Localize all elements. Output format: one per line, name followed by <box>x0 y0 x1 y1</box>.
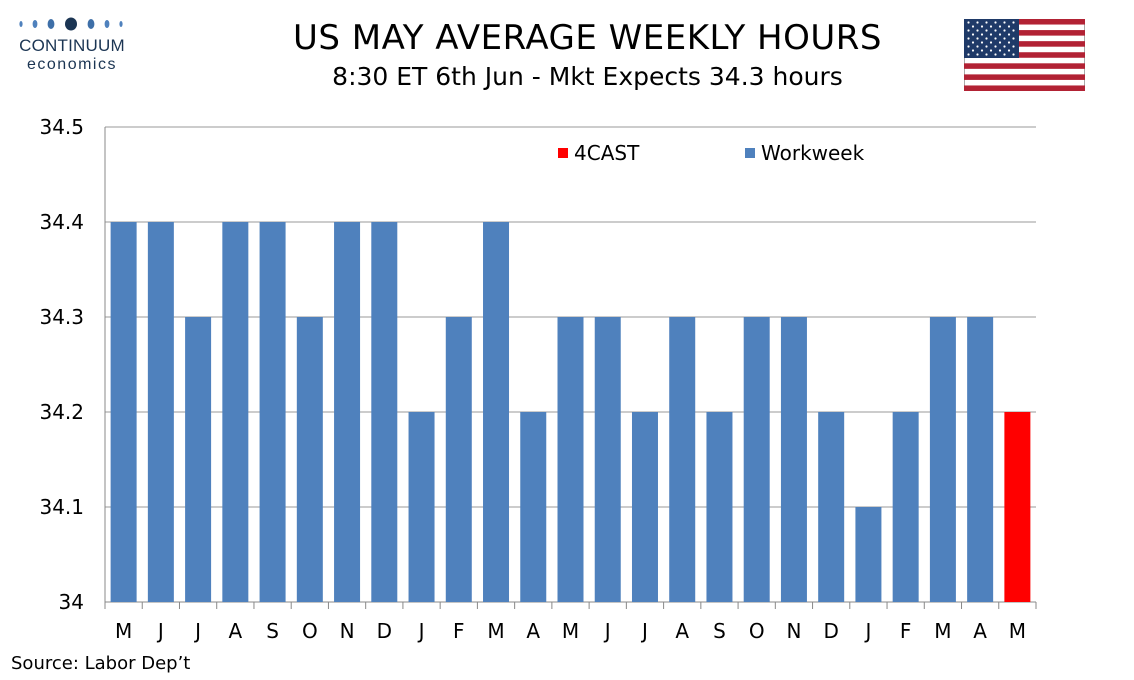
bar-workweek <box>147 222 174 602</box>
chart-title: US MAY AVERAGE WEEKLY HOURS <box>293 18 882 58</box>
bar-workweek <box>929 317 956 602</box>
bar-workweek <box>408 412 435 602</box>
x-tick-label: N <box>786 619 801 643</box>
x-tick-label: M <box>1009 619 1026 643</box>
logo-wordmark: CONTINUUM <box>19 36 125 55</box>
bar-workweek <box>334 222 361 602</box>
x-tick-label: J <box>156 619 164 643</box>
x-tick-label: M <box>487 619 504 643</box>
x-tick-label: A <box>973 619 987 643</box>
bar-workweek <box>259 222 286 602</box>
bar-workweek <box>483 222 510 602</box>
bar-workweek <box>780 317 807 602</box>
bar-workweek <box>296 317 323 602</box>
bar-workweek <box>967 317 994 602</box>
x-tick-label: A <box>526 619 540 643</box>
y-tick-label: 34.4 <box>39 210 84 234</box>
bar-workweek <box>818 412 845 602</box>
chart-subtitle: 8:30 ET 6th Jun - Mkt Expects 34.3 hours <box>332 62 843 91</box>
x-tick-label: J <box>193 619 201 643</box>
bar-workweek <box>557 317 584 602</box>
us-flag-icon <box>964 19 1085 91</box>
x-tick-label: J <box>863 619 871 643</box>
bar-workweek <box>669 317 696 602</box>
bar-workweek <box>706 412 733 602</box>
x-tick-label: A <box>228 619 242 643</box>
source-note: Source: Labor Dep’t <box>11 653 191 674</box>
y-tick-label: 34.3 <box>39 305 84 329</box>
x-tick-label: M <box>934 619 951 643</box>
x-tick-label: F <box>453 619 465 643</box>
bar-workweek <box>185 317 212 602</box>
x-tick-label: M <box>115 619 132 643</box>
bar-workweek <box>110 222 137 602</box>
legend-label-4cast: 4CAST <box>574 141 640 165</box>
legend-swatch-4cast <box>558 148 568 158</box>
y-tick-label: 34.2 <box>39 400 84 424</box>
x-tick-label: O <box>749 619 765 643</box>
bar-workweek <box>631 412 658 602</box>
x-tick-label: J <box>640 619 648 643</box>
bar-workweek <box>222 222 249 602</box>
x-tick-label: O <box>302 619 318 643</box>
bar-workweek <box>594 317 621 602</box>
x-tick-label: J <box>603 619 611 643</box>
bar-workweek <box>520 412 547 602</box>
y-tick-label: 34 <box>59 590 84 614</box>
y-tick-label: 34.5 <box>39 115 84 139</box>
x-tick-label: A <box>675 619 689 643</box>
bar-workweek <box>892 412 919 602</box>
x-tick-label: N <box>340 619 355 643</box>
bar-workweek <box>445 317 472 602</box>
legend-swatch-workweek <box>745 148 755 158</box>
bar-workweek <box>743 317 770 602</box>
y-tick-label: 34.1 <box>39 495 84 519</box>
bar-forecast <box>1004 412 1031 602</box>
logo-dots-icon <box>19 17 123 31</box>
legend-label-workweek: Workweek <box>761 141 865 165</box>
logo-subtitle: economics <box>27 56 117 73</box>
bar-workweek <box>855 507 882 602</box>
x-tick-label: D <box>823 619 838 643</box>
x-tick-label: S <box>713 619 726 643</box>
x-tick-label: D <box>377 619 392 643</box>
x-tick-label: M <box>562 619 579 643</box>
x-tick-label: S <box>266 619 279 643</box>
x-tick-label: J <box>417 619 425 643</box>
x-tick-label: F <box>900 619 912 643</box>
bar-workweek <box>371 222 398 602</box>
continuum-logo: CONTINUUM economics <box>12 14 137 76</box>
